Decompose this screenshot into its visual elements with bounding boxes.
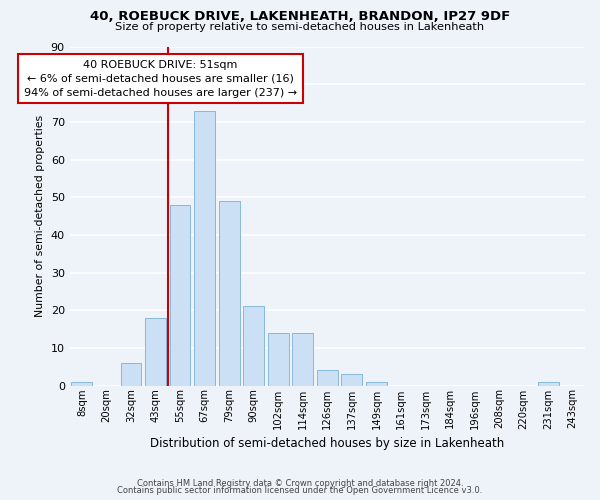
Bar — [292, 333, 313, 386]
Text: Size of property relative to semi-detached houses in Lakenheath: Size of property relative to semi-detach… — [115, 22, 485, 32]
Bar — [317, 370, 338, 386]
Bar — [170, 204, 190, 386]
Text: 40, ROEBUCK DRIVE, LAKENHEATH, BRANDON, IP27 9DF: 40, ROEBUCK DRIVE, LAKENHEATH, BRANDON, … — [90, 10, 510, 23]
Bar — [341, 374, 362, 386]
Text: Contains HM Land Registry data © Crown copyright and database right 2024.: Contains HM Land Registry data © Crown c… — [137, 478, 463, 488]
Bar — [366, 382, 387, 386]
Bar — [243, 306, 264, 386]
Bar — [194, 110, 215, 386]
Text: Contains public sector information licensed under the Open Government Licence v3: Contains public sector information licen… — [118, 486, 482, 495]
Bar — [71, 382, 92, 386]
Bar — [538, 382, 559, 386]
Bar — [145, 318, 166, 386]
Bar — [268, 333, 289, 386]
Bar — [121, 363, 142, 386]
X-axis label: Distribution of semi-detached houses by size in Lakenheath: Distribution of semi-detached houses by … — [150, 437, 505, 450]
Text: 40 ROEBUCK DRIVE: 51sqm
← 6% of semi-detached houses are smaller (16)
94% of sem: 40 ROEBUCK DRIVE: 51sqm ← 6% of semi-det… — [24, 60, 297, 98]
Y-axis label: Number of semi-detached properties: Number of semi-detached properties — [35, 115, 45, 317]
Bar — [219, 201, 239, 386]
